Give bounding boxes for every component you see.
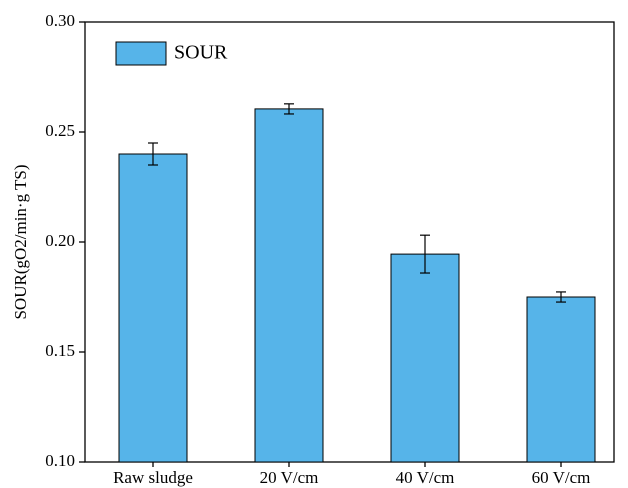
y-tick-label: 0.20 bbox=[45, 231, 75, 250]
x-tick-label: 20 V/cm bbox=[260, 468, 319, 487]
y-tick-label: 0.30 bbox=[45, 11, 75, 30]
x-tick-label: Raw sludge bbox=[113, 468, 193, 487]
bar bbox=[254, 108, 324, 463]
bar bbox=[526, 296, 596, 463]
x-tick-label: 40 V/cm bbox=[396, 468, 455, 487]
error-bar bbox=[284, 103, 294, 115]
legend-swatch bbox=[115, 41, 167, 66]
x-tick-label: 60 V/cm bbox=[532, 468, 591, 487]
error-bar bbox=[556, 291, 566, 303]
bar bbox=[390, 253, 460, 463]
y-tick-label: 0.10 bbox=[45, 451, 75, 470]
error-bar bbox=[148, 142, 158, 166]
y-tick-label: 0.15 bbox=[45, 341, 75, 360]
bar bbox=[118, 153, 188, 463]
error-bar bbox=[420, 234, 430, 274]
y-tick-label: 0.25 bbox=[45, 121, 75, 140]
legend-label: SOUR bbox=[174, 42, 228, 64]
y-axis-label: SOUR(gO2/min·g TS) bbox=[11, 164, 30, 319]
